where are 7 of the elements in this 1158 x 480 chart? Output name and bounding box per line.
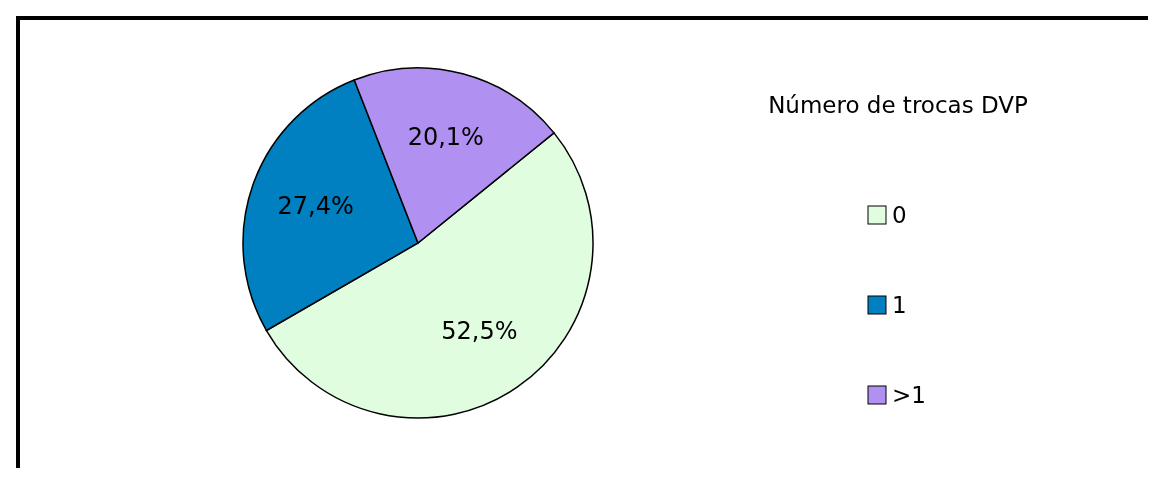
legend-label: 1 [892, 291, 907, 318]
data-label: 20,1% [407, 123, 484, 152]
legend-label: 0 [892, 201, 907, 228]
legend-label: >1 [892, 381, 926, 408]
data-label: 27,4% [277, 192, 354, 221]
legend-title: Número de trocas DVP [768, 92, 1028, 118]
data-label: 52,5% [441, 317, 518, 346]
